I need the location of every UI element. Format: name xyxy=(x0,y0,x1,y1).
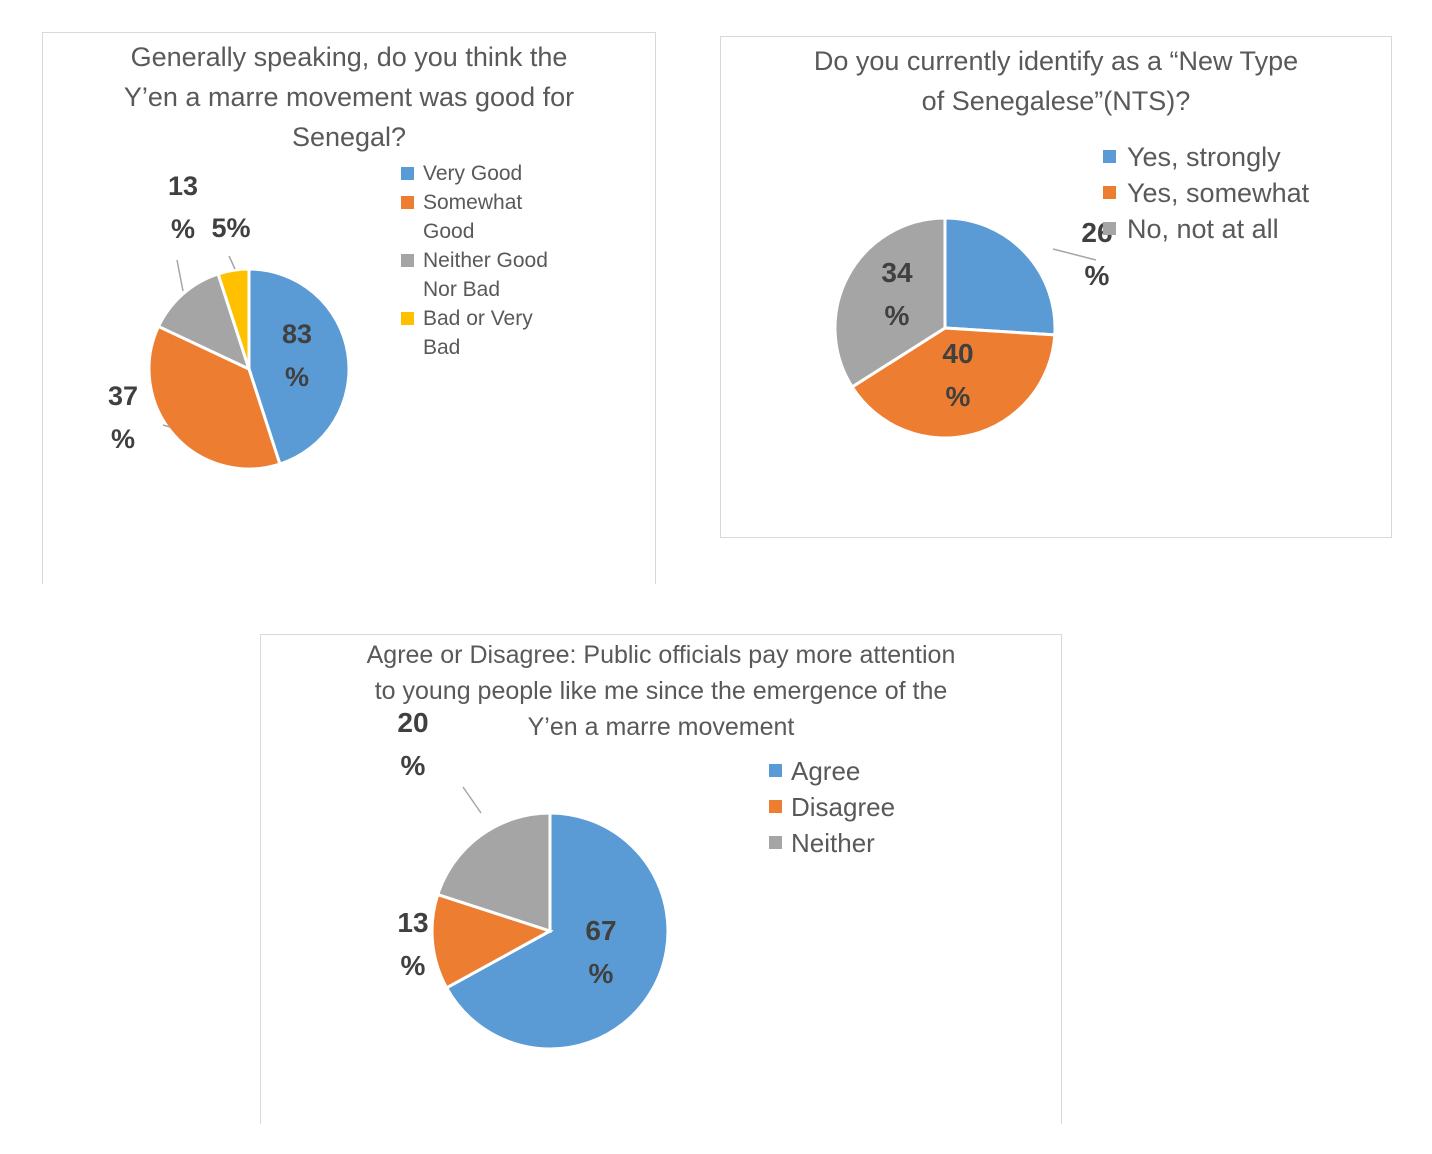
legend-item-agree: Agree xyxy=(769,753,1029,789)
chart-panel-nts-identity: Do you currently identify as a “New Type… xyxy=(720,36,1392,538)
legend-swatch xyxy=(769,764,782,777)
pie-chart: 67 % 20 % 13% xyxy=(397,707,670,1051)
legend-label: Agree xyxy=(791,756,861,786)
legend-label: Bad or Very Bad xyxy=(423,307,533,359)
leader-line-somewhat-good xyxy=(162,424,171,428)
legend-item-no-not-at-all: No, not at all xyxy=(1103,211,1363,247)
data-label-very-good: 83% xyxy=(282,319,312,392)
chart-panel-y-en-a-marre-good: Generally speaking, do you think the Y’e… xyxy=(42,32,656,584)
pie-slice-disagree xyxy=(430,892,554,990)
pie-chart: 83 % 37 % 13% 5% xyxy=(108,171,351,471)
legend-swatch xyxy=(769,800,782,813)
legend-swatch xyxy=(401,167,414,180)
legend-item-very-good: Very Good xyxy=(401,159,591,188)
legend-label: Yes, somewhat xyxy=(1127,178,1310,208)
legend-swatch xyxy=(401,312,414,325)
legend-label: Somewhat Good xyxy=(423,191,523,243)
legend-item-disagree: Disagree xyxy=(769,789,1029,825)
pie-chart: 26 %40 %34% xyxy=(833,216,1113,440)
chart-legend: Agree Disagree Neither xyxy=(769,753,1029,861)
pie-slice-bad-or-very-bad xyxy=(216,267,251,370)
legend-swatch xyxy=(401,196,414,209)
legend-swatch xyxy=(1103,186,1116,199)
pie-slice-neither-good-nor-bad xyxy=(156,271,252,372)
leader-line-bad-or-very-bad xyxy=(228,255,236,270)
legend-label: Neither xyxy=(791,828,875,858)
legend-label: Disagree xyxy=(791,792,896,822)
chart-title: Agree or Disagree: Public officials pay … xyxy=(366,641,956,741)
pie-slice-agree xyxy=(444,811,670,1051)
legend-swatch xyxy=(1103,222,1116,235)
data-label-somewhat-good: 37% xyxy=(108,381,138,454)
pie-slice-no-not-at-all xyxy=(833,216,947,390)
pie-slice-very-good xyxy=(247,267,351,467)
data-label-disagree: 20% xyxy=(397,707,428,781)
pie-slice-yes-strongly xyxy=(943,216,1057,337)
legend-label: Very Good xyxy=(423,162,523,185)
data-label-neither-good-nor-bad: 13% xyxy=(168,171,198,244)
legend-swatch xyxy=(769,836,782,849)
legend-item-yes-somewhat: Yes, somewhat xyxy=(1103,175,1363,211)
chart-title: Generally speaking, do you think the Y’e… xyxy=(123,42,575,152)
legend-label: No, not at all xyxy=(1127,214,1279,244)
data-label-agree: 67% xyxy=(585,915,616,989)
leader-line-disagree xyxy=(462,786,482,814)
leader-line-neither-good-nor-bad xyxy=(176,259,184,292)
legend-item-neither-good-nor-bad: Neither Good Nor Bad xyxy=(401,246,591,304)
legend-label: Yes, strongly xyxy=(1127,142,1281,172)
data-label-yes-somewhat: 40% xyxy=(942,338,973,412)
data-label-no-not-at-all: 34% xyxy=(881,257,913,331)
pie-slice-neither xyxy=(435,811,552,934)
legend-label: Neither Good Nor Bad xyxy=(423,249,548,301)
legend-item-somewhat-good: Somewhat Good xyxy=(401,188,591,246)
legend-swatch xyxy=(1103,150,1116,163)
chart-legend: Very Good Somewhat Good Neither Good Nor Bad… xyxy=(401,159,591,362)
chart-title: Do you currently identify as a “New Type… xyxy=(813,46,1299,116)
legend-item-bad-or-very-bad: Bad or Very Bad xyxy=(401,304,591,362)
data-label-neither: 13% xyxy=(397,907,428,981)
legend-item-neither: Neither xyxy=(769,825,1029,861)
leader-line-yes-strongly xyxy=(1052,248,1097,261)
legend-swatch xyxy=(401,254,414,267)
legend-item-yes-strongly: Yes, strongly xyxy=(1103,139,1363,175)
chart-legend: Yes, strongly Yes, somewhat No, not at all xyxy=(1103,139,1363,247)
chart-panel-public-officials-attention: Agree or Disagree: Public officials pay … xyxy=(260,634,1062,1124)
data-label-bad-or-very-bad: 5% xyxy=(211,213,250,243)
pie-slice-somewhat-good xyxy=(147,324,282,471)
